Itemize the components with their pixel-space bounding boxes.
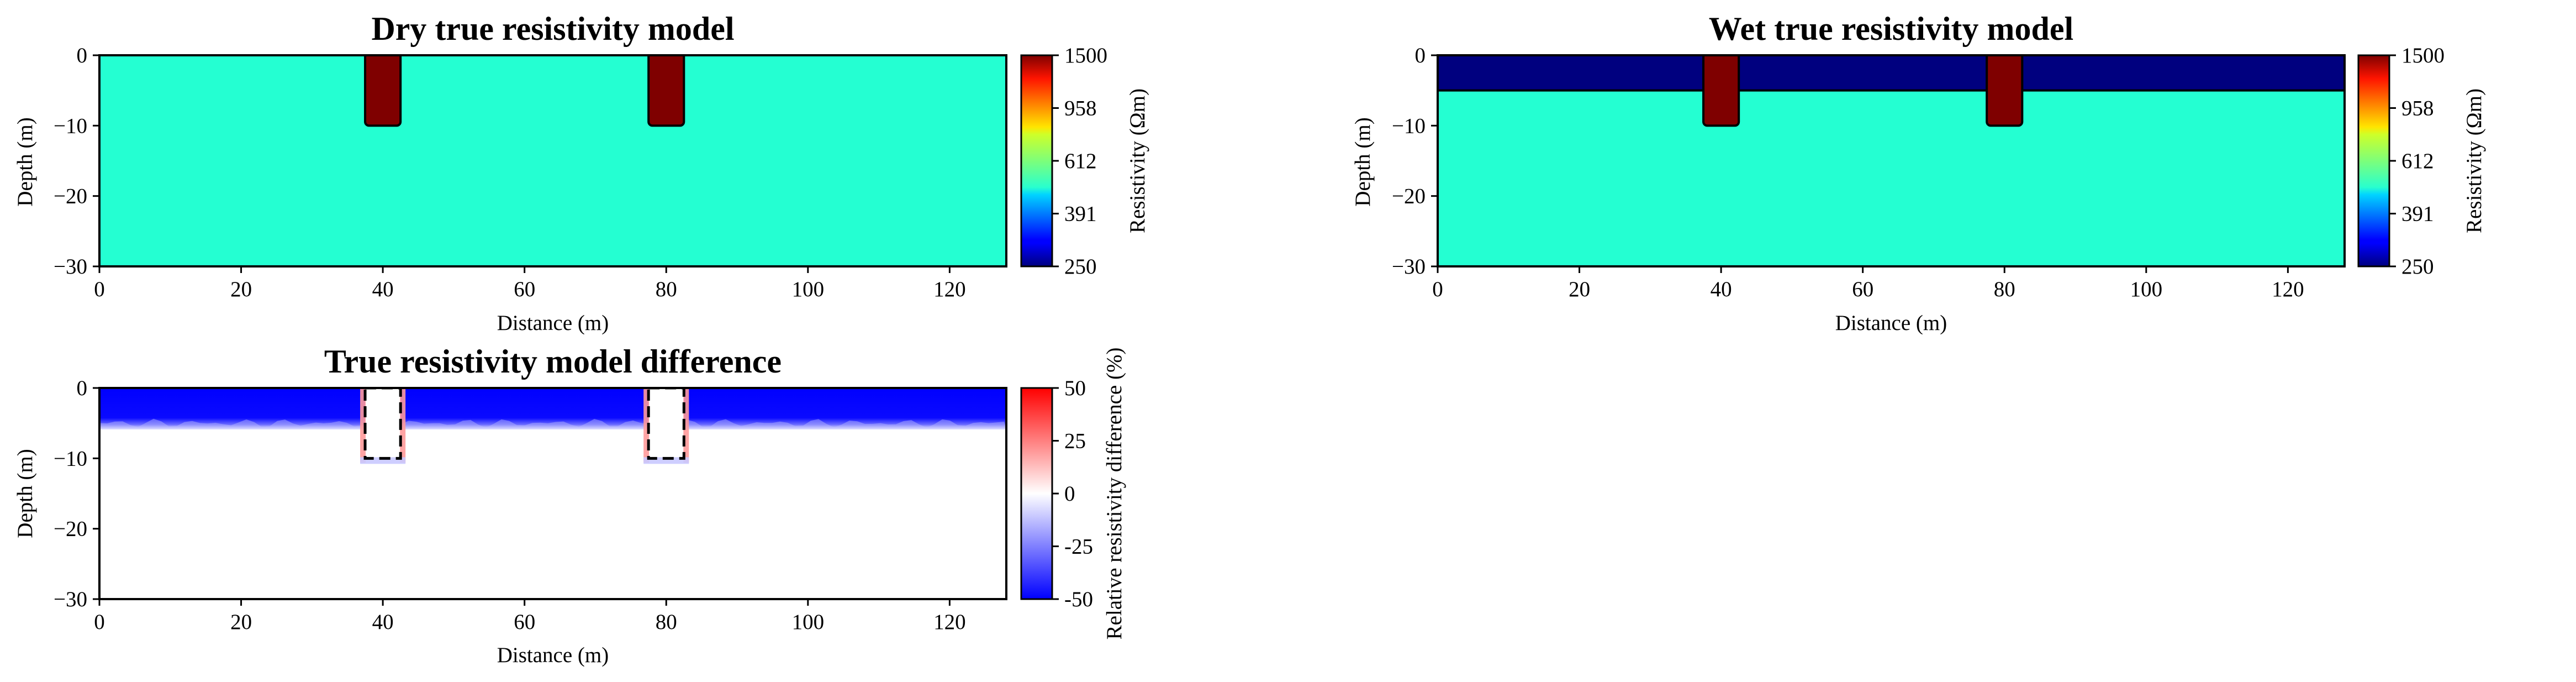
diff-block-edge-right-1 bbox=[683, 388, 689, 463]
wet-xtick-label-3: 60 bbox=[1852, 277, 1873, 301]
diff-cbtick-label-2: 0 bbox=[1064, 482, 1075, 506]
wet-axes-frame bbox=[1437, 54, 2346, 267]
diff-block-edge-left-1 bbox=[643, 388, 650, 463]
diff-xtick-label-1: 20 bbox=[230, 610, 252, 634]
diff-cbtick-label-0: 50 bbox=[1064, 376, 1086, 400]
wet-cbtick-label-2: 612 bbox=[2401, 149, 2434, 173]
diff-block-fill-0 bbox=[365, 388, 401, 459]
diff-ytick-label-0: 0 bbox=[77, 376, 88, 400]
dry-x-axis-label: Distance (m) bbox=[497, 311, 609, 335]
diff-panel-title: True resistivity model difference bbox=[324, 343, 782, 380]
wet-xtick-label-6: 120 bbox=[2272, 277, 2304, 301]
wet-x-axis-label: Distance (m) bbox=[1835, 311, 1947, 335]
diff-xtick-label-2: 40 bbox=[372, 610, 394, 634]
diff-x-axis-label: Distance (m) bbox=[497, 643, 609, 667]
wet-cbtick-label-3: 391 bbox=[2401, 202, 2434, 226]
dry-xtick-label-0: 0 bbox=[94, 277, 105, 301]
diff-colorbar-ticks: 50 25 0 -25 -50 bbox=[1052, 376, 1093, 611]
wet-ytick-label-1: −10 bbox=[1392, 114, 1426, 138]
diff-y-axis-label: Depth (m) bbox=[13, 449, 37, 538]
wet-panel-title: Wet true resistivity model bbox=[1709, 11, 2073, 47]
diff-block-fill-1 bbox=[648, 388, 684, 459]
wet-plot-area: 0 20 40 60 80 100 120 0 −10 −20 −30 bbox=[1392, 44, 2346, 301]
diff-cbtick-label-3: -25 bbox=[1064, 535, 1093, 559]
wet-cbtick-label-0: 1500 bbox=[2401, 44, 2445, 67]
diff-cbtick-label-4: -50 bbox=[1064, 587, 1093, 611]
diff-xtick-label-3: 60 bbox=[514, 610, 535, 634]
diff-xtick-label-6: 120 bbox=[933, 610, 966, 634]
wet-colorbar-label: Resistivity (Ωm) bbox=[2462, 88, 2486, 233]
diff-xtick-label-0: 0 bbox=[94, 610, 105, 634]
diff-layer-fringe-0 bbox=[99, 418, 1006, 430]
dry-cbtick-label-3: 391 bbox=[1064, 202, 1097, 226]
wet-field bbox=[1438, 55, 2345, 266]
diff-ytick-label-3: −30 bbox=[54, 587, 87, 611]
dry-xtick-label-2: 40 bbox=[372, 277, 394, 301]
wet-xtick-label-0: 0 bbox=[1432, 277, 1443, 301]
diff-block-edge-left-0 bbox=[360, 388, 366, 463]
wet-ytick-label-0: 0 bbox=[1415, 44, 1426, 67]
wet-block-1 bbox=[1986, 55, 2024, 127]
diff-ytick-label-2: −20 bbox=[54, 517, 87, 541]
wet-xtick-label-4: 80 bbox=[1994, 277, 2015, 301]
dry-block-1 bbox=[647, 55, 685, 127]
dry-xtick-label-6: 120 bbox=[933, 277, 966, 301]
wet-colorbar bbox=[2357, 54, 2390, 267]
wet-colorbar-ticks: 1500 958 612 391 250 bbox=[2389, 44, 2445, 279]
diff-colorbar bbox=[1020, 387, 1053, 600]
dry-panel-title: Dry true resistivity model bbox=[371, 11, 734, 47]
wet-y-axis-label: Depth (m) bbox=[1351, 117, 1375, 206]
wet-cbtick-label-4: 250 bbox=[2401, 255, 2434, 279]
diff-block-outline-0 bbox=[363, 388, 402, 460]
dry-background bbox=[99, 55, 1006, 266]
diff-block-edge-right-0 bbox=[400, 388, 406, 463]
wet-layer-0 bbox=[1438, 55, 2345, 91]
dry-ytick-label-2: −20 bbox=[54, 185, 87, 208]
dry-axes-frame bbox=[98, 54, 1007, 267]
dry-ytick-label-1: −10 bbox=[54, 114, 87, 138]
diff-xtick-label-5: 100 bbox=[792, 610, 825, 634]
dry-colorbar bbox=[1020, 54, 1053, 267]
wet-block-0 bbox=[1702, 55, 1740, 127]
dry-cbtick-label-0: 1500 bbox=[1064, 44, 1107, 67]
diff-xtick-label-4: 80 bbox=[656, 610, 677, 634]
diff-layer-0 bbox=[99, 388, 1006, 430]
dry-block-0 bbox=[364, 55, 402, 127]
wet-xtick-label-5: 100 bbox=[2130, 277, 2163, 301]
dry-plot-area: 0 20 40 60 80 100 120 0 −10 −20 −30 bbox=[54, 44, 1007, 301]
diff-axes-frame bbox=[98, 387, 1007, 600]
dry-colorbar-label: Resistivity (Ωm) bbox=[1126, 88, 1149, 233]
wet-xtick-label-1: 20 bbox=[1569, 277, 1590, 301]
dry-y-axis-label: Depth (m) bbox=[13, 117, 37, 206]
dry-model-panel: Dry true resistivity model 0 20 40 60 80 100 1… bbox=[13, 11, 1149, 335]
wet-xtick-label-2: 40 bbox=[1711, 277, 1732, 301]
dry-xtick-label-3: 60 bbox=[514, 277, 535, 301]
wet-ytick-label-3: −30 bbox=[1392, 255, 1426, 279]
dry-ytick-label-0: 0 bbox=[77, 44, 88, 67]
diff-field bbox=[99, 388, 1006, 599]
wet-cbtick-label-1: 958 bbox=[2401, 97, 2434, 120]
diff-colorbar-label: Relative resistivity difference (%) bbox=[1102, 348, 1126, 640]
difference-panel: True resistivity model difference 0 20 40 6… bbox=[13, 343, 1126, 667]
wet-ytick-label-2: −20 bbox=[1392, 185, 1426, 208]
dry-xtick-label-4: 80 bbox=[656, 277, 677, 301]
dry-cbtick-label-2: 612 bbox=[1064, 149, 1097, 173]
dry-cbtick-label-4: 250 bbox=[1064, 255, 1097, 279]
diff-ytick-label-1: −10 bbox=[54, 447, 87, 470]
dry-field bbox=[99, 55, 1006, 266]
diff-block-outline-1 bbox=[647, 388, 685, 460]
dry-xtick-label-5: 100 bbox=[792, 277, 825, 301]
dry-ytick-label-3: −30 bbox=[54, 255, 87, 279]
wet-model-panel: Wet true resistivity model 0 20 40 60 80 100 1… bbox=[1351, 11, 2486, 335]
dry-xtick-label-1: 20 bbox=[230, 277, 252, 301]
diff-cbtick-label-1: 25 bbox=[1064, 429, 1086, 453]
dry-cbtick-label-1: 958 bbox=[1064, 97, 1097, 120]
diff-plot-area: 0 20 40 60 80 100 120 0 −10 −20 −30 bbox=[54, 376, 1007, 634]
dry-colorbar-ticks: 1500 958 612 391 250 bbox=[1052, 44, 1107, 279]
